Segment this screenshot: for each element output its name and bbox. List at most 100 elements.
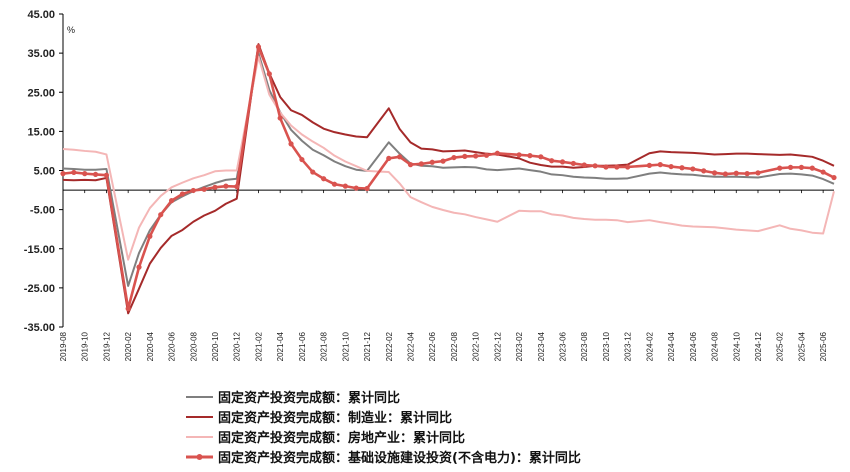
x-tick-label: 2023-04: [537, 331, 546, 361]
series-4-point: [147, 233, 153, 239]
series-4-point: [288, 141, 294, 147]
series-4-point: [310, 169, 316, 175]
x-tick-label: 2020-02: [124, 331, 133, 361]
series-4-point: [397, 154, 403, 160]
x-tick-label: 2025-06: [819, 331, 828, 361]
legend-item-1: 固定资产投资完成额：累计同比: [186, 390, 400, 406]
x-tick-label: 2025-02: [776, 331, 785, 361]
series-4-point: [429, 159, 435, 165]
x-tick-label: 2021-10: [341, 331, 350, 361]
x-tick-label: 2020-08: [189, 331, 198, 361]
series-4-point: [483, 152, 490, 158]
legend-label: 固定资产投资完成额：累计同比: [218, 390, 400, 406]
series-3-line: [62, 55, 835, 261]
series-2-line: [62, 43, 835, 315]
series-4-point: [353, 185, 359, 191]
series-4-point: [787, 164, 794, 170]
series-4-point: [516, 152, 522, 158]
series-1: [62, 52, 835, 287]
series-4-point: [679, 165, 685, 171]
y-tick-label: -15.00: [24, 244, 55, 256]
x-tick-label: 2021-04: [276, 331, 285, 361]
series-4-point: [559, 159, 566, 165]
legend-label: 固定资产投资完成额：基础设施建设投资(不含电力)：累计同比: [218, 450, 581, 466]
legend-label: 固定资产投资完成额：制造业：累计同比: [218, 410, 452, 426]
series-4-point: [364, 185, 370, 192]
series-1-line: [62, 52, 835, 287]
y-tick-label: 15.00: [27, 126, 55, 138]
series-3: [62, 55, 835, 261]
series-4-point: [733, 170, 739, 176]
x-tick-label: 2025-04: [797, 331, 806, 361]
series-4: [60, 44, 837, 312]
x-tick-label: 2023-12: [624, 331, 633, 361]
series-4-point: [440, 158, 446, 164]
x-tick-label: 2024-12: [754, 331, 763, 361]
x-tick-label: 2019-12: [102, 331, 111, 361]
series-4-point: [625, 164, 631, 170]
x-tick-label: 2022-12: [493, 331, 502, 361]
y-tick-label: -35.00: [24, 322, 55, 334]
series-4-point: [418, 161, 424, 167]
legend-item-4: 固定资产投资完成额：基础设施建设投资(不含电力)：累计同比: [186, 450, 581, 466]
x-tick-label: 2022-06: [428, 331, 437, 361]
y-tick-label: 45.00: [27, 9, 55, 21]
series-4-point: [277, 115, 283, 121]
legend-item-2: 固定资产投资完成额：制造业：累计同比: [186, 410, 452, 426]
legend-label: 固定资产投资完成额：房地产业：累计同比: [218, 430, 465, 446]
x-tick-label: 2023-10: [602, 331, 611, 361]
series-4-point: [190, 187, 196, 194]
unit-label: %: [67, 25, 75, 35]
x-tick-label: 2022-08: [450, 331, 459, 361]
series-4-point: [494, 150, 500, 156]
x-tick-label: 2019-08: [59, 331, 68, 361]
x-tick-label: 2020-06: [168, 331, 177, 361]
y-tick-label: 5.00: [34, 166, 55, 178]
x-tick-label: 2021-08: [320, 331, 329, 361]
series-4-point: [71, 169, 77, 176]
x-tick-label: 2024-10: [732, 331, 741, 361]
y-tick-label: 25.00: [27, 87, 55, 99]
series-4-point: [266, 71, 272, 77]
series-4-point: [592, 163, 598, 169]
series-4-point: [103, 172, 110, 178]
x-tick-label: 2024-08: [711, 331, 720, 361]
axes-layer: 45.00 35.00 25.00 15.00 5.00 -5.00 -15.00 -25.0…: [24, 9, 834, 361]
series-4-point: [407, 162, 414, 168]
x-tick-label: 2022-04: [406, 331, 415, 361]
series-4-point: [777, 165, 783, 171]
legend-marker: [196, 454, 203, 460]
legend: 固定资产投资完成额：累计同比固定资产投资完成额：制造业：累计同比固定资产投资完成…: [186, 390, 581, 466]
series-4-point: [92, 171, 99, 178]
x-tick-label: 2020-12: [233, 331, 242, 361]
x-tick-label: 2020-04: [146, 331, 155, 361]
series-4-point: [538, 154, 544, 160]
series-2: [62, 43, 835, 315]
x-tick-label: 2022-02: [385, 331, 394, 361]
y-tick-label: -5.00: [30, 205, 55, 217]
series-4-point: [255, 44, 262, 50]
series-4-point: [614, 164, 620, 170]
series-4-point: [603, 164, 609, 170]
series-4-point: [331, 181, 338, 187]
series-4-point: [125, 306, 131, 312]
series-4-point: [809, 165, 815, 171]
series-4-point: [168, 198, 175, 204]
series-4-point: [234, 183, 240, 190]
x-tick-label: 2023-08: [580, 331, 589, 361]
series-4-point: [473, 153, 479, 159]
series-4-point: [158, 212, 164, 218]
series-4-point: [342, 183, 348, 189]
series-4-point: [386, 155, 392, 161]
series-4-point: [755, 170, 761, 176]
y-tick-label: -25.00: [24, 283, 55, 295]
x-tick-label: 2022-10: [472, 331, 481, 361]
x-tick-label: 2024-06: [689, 331, 698, 361]
x-tick-label: 2024-04: [667, 331, 676, 361]
series-4-point: [223, 183, 229, 189]
series-4-point: [690, 166, 696, 172]
x-tick-label: 2021-12: [363, 331, 372, 361]
series-4-point: [136, 264, 142, 270]
x-tick-label: 2019-10: [81, 331, 90, 361]
series-4-point: [744, 171, 750, 177]
